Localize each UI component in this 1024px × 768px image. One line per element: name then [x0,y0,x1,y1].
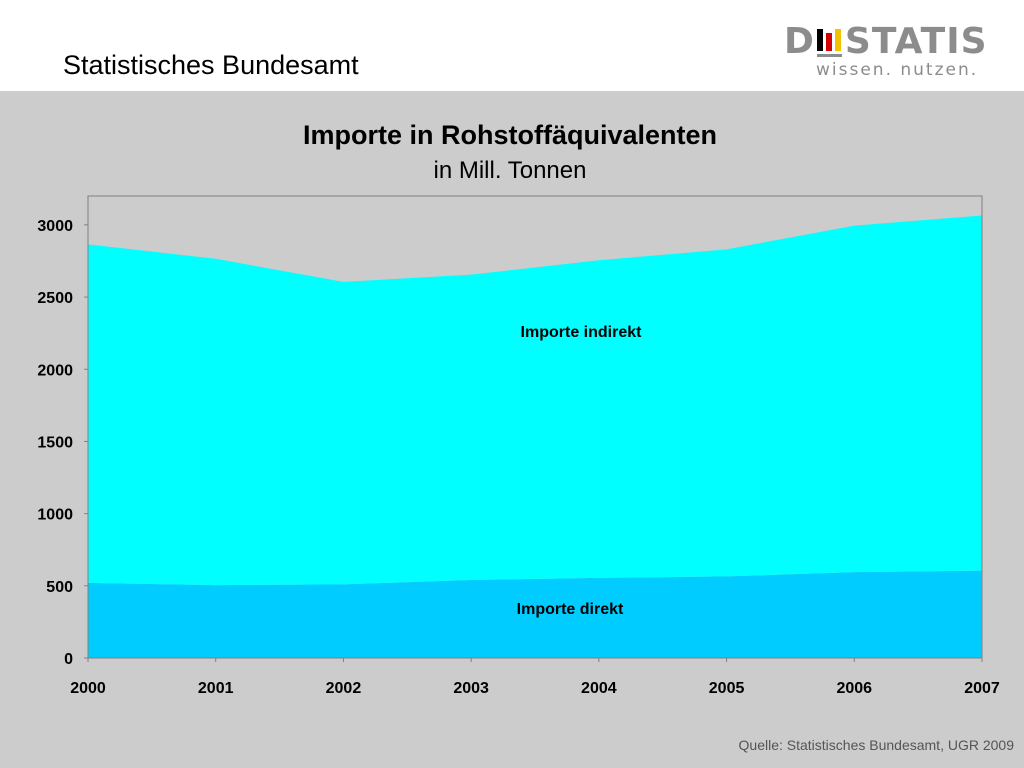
series-label: Importe direkt [517,601,624,618]
series-label: Importe indirekt [521,324,643,341]
logo-letters-statis: STATIS [844,21,988,62]
y-tick-label: 0 [64,651,73,668]
y-tick-label: 1500 [37,434,73,451]
x-tick-label: 2007 [964,680,1000,697]
destatis-logo: D STATIS wissen. nutzen. [784,22,994,82]
y-tick-label: 2000 [37,362,73,379]
page-title: Statistisches Bundesamt [63,50,359,80]
x-tick-label: 2003 [453,680,489,697]
slide-header: Statistisches Bundesamt D STATIS wissen. … [0,0,1024,90]
logo-wordmark: D STATIS [784,22,988,62]
plot-frame [87,195,983,659]
x-tick-label: 2005 [709,680,745,697]
logo-letter-d: D [784,21,815,62]
x-tick-label: 2006 [836,680,872,697]
chart-title: Importe in Rohstoffäquivalenten [302,120,718,150]
logo-tagline: wissen. nutzen. [816,60,979,80]
chart-subtitle: in Mill. Tonnen [433,157,587,184]
x-tick-label: 2001 [198,680,234,697]
y-tick-label: 3000 [37,218,73,235]
x-tick-label: 2002 [326,680,362,697]
source-note: Quelle: Statistisches Bundesamt, UGR 200… [738,737,1014,753]
y-tick-label: 1000 [37,507,73,524]
x-tick-label: 2004 [581,680,617,697]
x-tick-label: 2000 [70,680,106,697]
y-tick-label: 2500 [37,290,73,307]
logo-flag-bars [816,29,842,57]
y-tick-label: 500 [46,579,73,596]
area-series-importe-indirekt [88,215,982,586]
area-series-importe-direkt [88,570,982,658]
